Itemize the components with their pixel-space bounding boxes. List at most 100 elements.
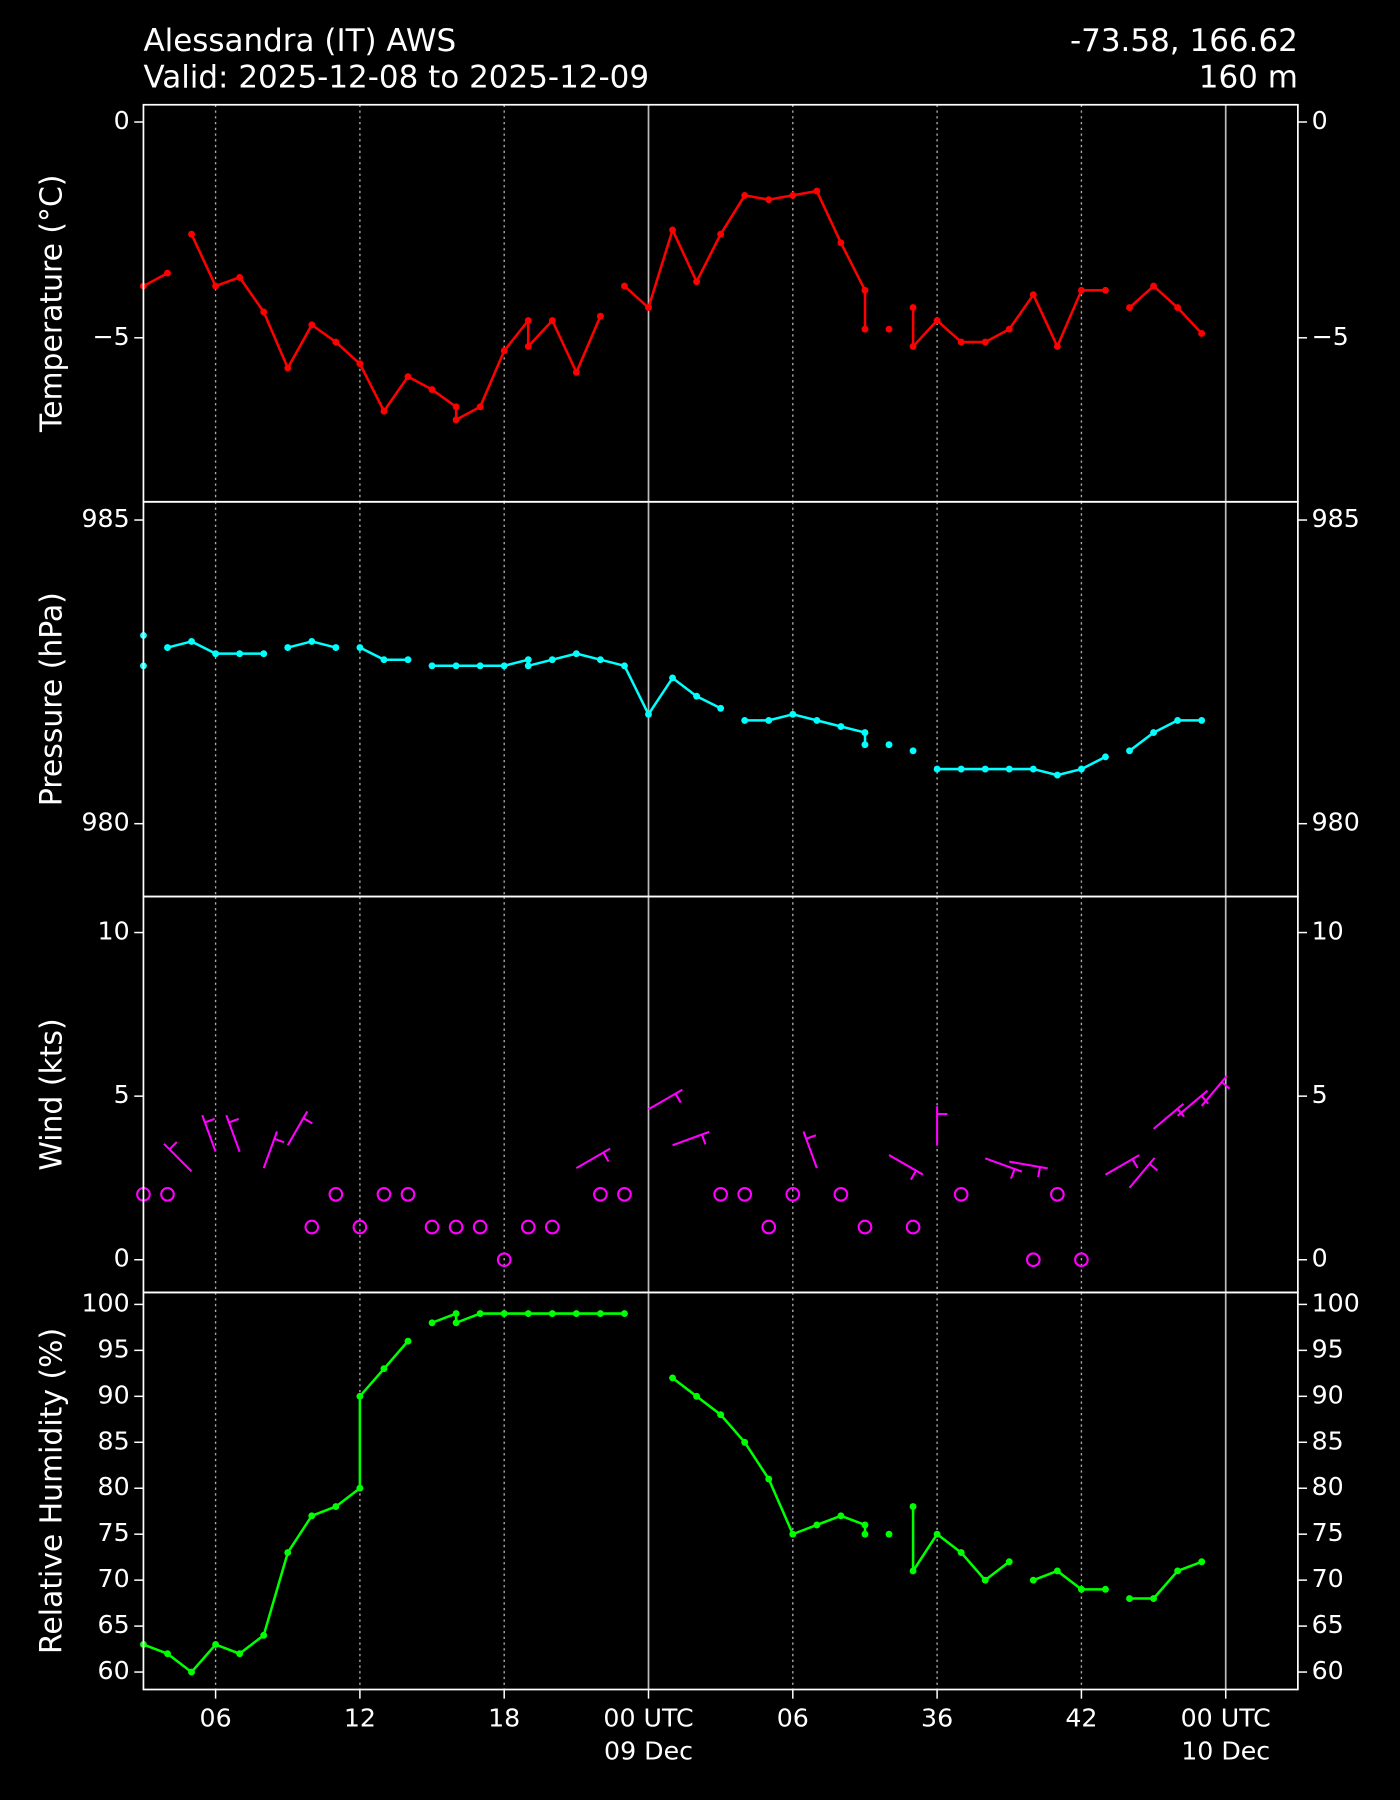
y-tick-label: 85	[98, 1426, 130, 1455]
y-tick-label: 65	[98, 1610, 130, 1639]
data-point	[789, 710, 797, 718]
y-axis-label: Pressure (hPa)	[34, 592, 69, 806]
x-tick-label: 18	[488, 1703, 520, 1732]
wind-barb	[936, 1106, 948, 1146]
calm-circle	[953, 1186, 969, 1202]
data-point	[524, 1310, 532, 1318]
data-point	[1102, 286, 1109, 294]
y-tick-label: 985	[82, 504, 130, 533]
calm-circle	[857, 1219, 873, 1235]
data-point	[909, 304, 917, 312]
data-point	[669, 1374, 676, 1382]
data-line	[167, 640, 1202, 777]
y-tick-label: 10	[98, 917, 130, 946]
data-point	[524, 662, 532, 670]
data-point	[957, 338, 965, 346]
y-tick-label: 70	[98, 1564, 130, 1593]
data-point	[1077, 765, 1085, 773]
data-point	[476, 1310, 484, 1318]
data-point	[1150, 1595, 1158, 1602]
data-point	[1126, 747, 1133, 755]
data-point	[669, 674, 676, 682]
calm-circle	[448, 1219, 464, 1235]
y-tick-label: 0	[1312, 106, 1328, 135]
calm-circle	[424, 1219, 440, 1235]
x-tick-label: 42	[1065, 1703, 1097, 1732]
data-point	[741, 191, 749, 199]
wind-barb	[888, 1154, 924, 1181]
data-point	[693, 278, 701, 286]
calm-circle	[1025, 1252, 1041, 1268]
y-tick-label: 10	[1312, 917, 1344, 946]
data-point	[1174, 1567, 1182, 1575]
y-tick-label: 60	[1312, 1656, 1344, 1685]
data-point	[621, 662, 628, 670]
y-tick-label: 90	[98, 1380, 130, 1409]
calm-circle	[713, 1186, 728, 1202]
data-point	[1198, 716, 1206, 724]
calm-circle	[376, 1186, 392, 1202]
data-point	[1198, 330, 1206, 337]
calm-circle	[737, 1186, 753, 1202]
data-point	[284, 364, 292, 372]
y-tick-label: 0	[114, 1244, 130, 1273]
wind-barb	[163, 1141, 193, 1173]
data-point	[765, 1475, 773, 1483]
calm-circle	[833, 1186, 849, 1202]
data-point	[621, 282, 628, 290]
y-tick-label: 5	[114, 1080, 130, 1109]
y-tick-label: 70	[1312, 1564, 1344, 1593]
x-tick-label: 00 UTC 09 Dec	[603, 1703, 693, 1765]
data-point	[813, 716, 821, 724]
wind-barb	[984, 1157, 1023, 1180]
data-line	[142, 189, 1203, 422]
wind-barb	[575, 1147, 611, 1170]
y-tick-label: −5	[92, 322, 129, 351]
calm-circle	[304, 1219, 320, 1235]
data-point	[212, 282, 220, 290]
calm-circle	[905, 1219, 921, 1235]
data-point	[981, 765, 989, 773]
x-tick-label: 36	[921, 1703, 953, 1732]
calm-circle	[160, 1186, 175, 1202]
data-point	[909, 747, 917, 755]
y-tick-label: 100	[82, 1288, 130, 1317]
data-point	[260, 650, 268, 658]
data-point	[524, 317, 532, 324]
data-point	[548, 317, 556, 324]
data-point	[1077, 1585, 1085, 1593]
data-point	[909, 1567, 917, 1575]
data-point	[476, 662, 484, 670]
data-point	[188, 638, 195, 645]
wind-barb	[672, 1130, 710, 1147]
y-tick-label: 90	[1312, 1380, 1344, 1409]
data-point	[164, 269, 171, 277]
data-point	[1029, 765, 1037, 773]
wind-barb	[225, 1114, 241, 1153]
data-point	[789, 1530, 797, 1538]
data-point	[693, 692, 701, 700]
data-point	[1053, 1567, 1061, 1575]
data-point	[524, 656, 532, 664]
data-point	[356, 644, 364, 652]
x-tick-label: 06	[200, 1703, 232, 1732]
data-point	[1102, 1585, 1109, 1593]
y-tick-label: 65	[1312, 1610, 1344, 1639]
data-point	[645, 304, 652, 312]
data-point	[765, 196, 773, 204]
data-point	[1150, 729, 1158, 737]
data-point	[957, 1549, 965, 1557]
wind-barb	[1152, 1102, 1185, 1130]
data-point	[1053, 342, 1061, 350]
data-point	[1150, 282, 1158, 290]
data-point	[500, 1310, 508, 1318]
calm-circle	[544, 1219, 560, 1235]
y-tick-label: 75	[98, 1518, 130, 1547]
data-point	[596, 1310, 604, 1318]
data-point	[1005, 765, 1013, 773]
data-point	[452, 1310, 460, 1318]
calm-circle	[617, 1186, 632, 1202]
data-point	[1029, 291, 1037, 299]
calm-circle	[496, 1252, 512, 1268]
data-point	[380, 407, 388, 415]
